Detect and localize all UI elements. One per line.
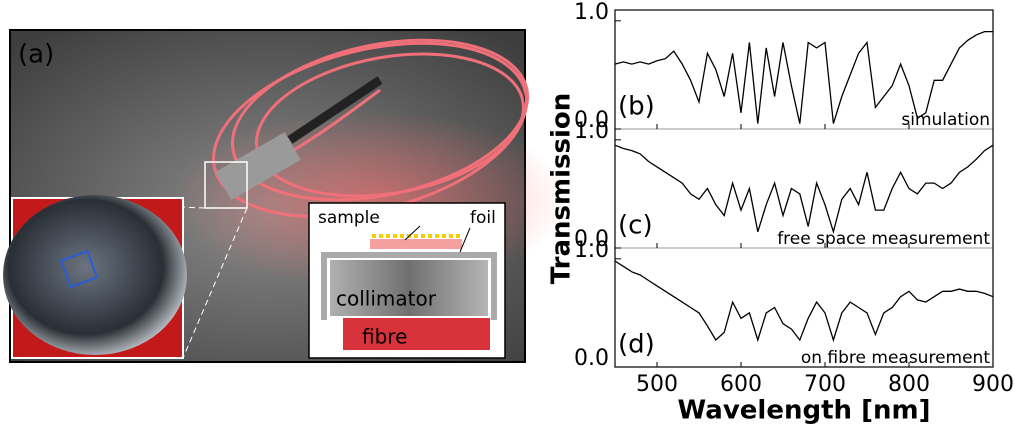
x-tick-label: 800	[888, 372, 930, 397]
schematic-label: sample	[318, 208, 380, 228]
annotation: simulation	[901, 110, 990, 130]
y-tick-label: 0.0	[574, 346, 609, 371]
panel-label: (c)	[618, 211, 653, 241]
x-tick-label: 600	[720, 372, 762, 397]
schematic-label: foil	[470, 208, 496, 228]
data-line	[614, 260, 994, 343]
data-line	[614, 144, 994, 235]
schematic: sample foil collimator fibre	[308, 202, 506, 359]
annotation: free space measurement	[777, 229, 990, 249]
y-tick-label: 1.0	[574, 119, 609, 144]
y-tick-label: 1.0	[574, 0, 609, 25]
x-axis-label: Wavelength [nm]	[678, 396, 931, 426]
panel-label: (d)	[618, 330, 655, 360]
zoom-line	[182, 207, 248, 359]
x-tick-label: 900	[972, 372, 1014, 397]
collimator-photo	[215, 76, 383, 200]
zoom-box	[204, 161, 248, 209]
y-tick-label: 0.0	[574, 227, 609, 252]
data-line	[614, 30, 993, 124]
y-tick-label: 1.0	[574, 238, 609, 263]
plot-frame	[614, 9, 994, 368]
inset	[3, 195, 187, 359]
x-tick-label: 500	[636, 372, 678, 397]
x-tick-label: 700	[804, 372, 846, 397]
panel-label: (b)	[618, 92, 655, 122]
panel-label: (a)	[18, 40, 54, 70]
y-tick-label: 0.0	[574, 108, 609, 133]
y-axis-label: Transmission	[547, 93, 577, 284]
photo: (a) sample foil collimator fibre	[3, 29, 570, 363]
schematic-label: collimator	[336, 287, 437, 311]
schematic-label: fibre	[362, 325, 407, 349]
annotation: on fibre measurement	[801, 348, 990, 368]
